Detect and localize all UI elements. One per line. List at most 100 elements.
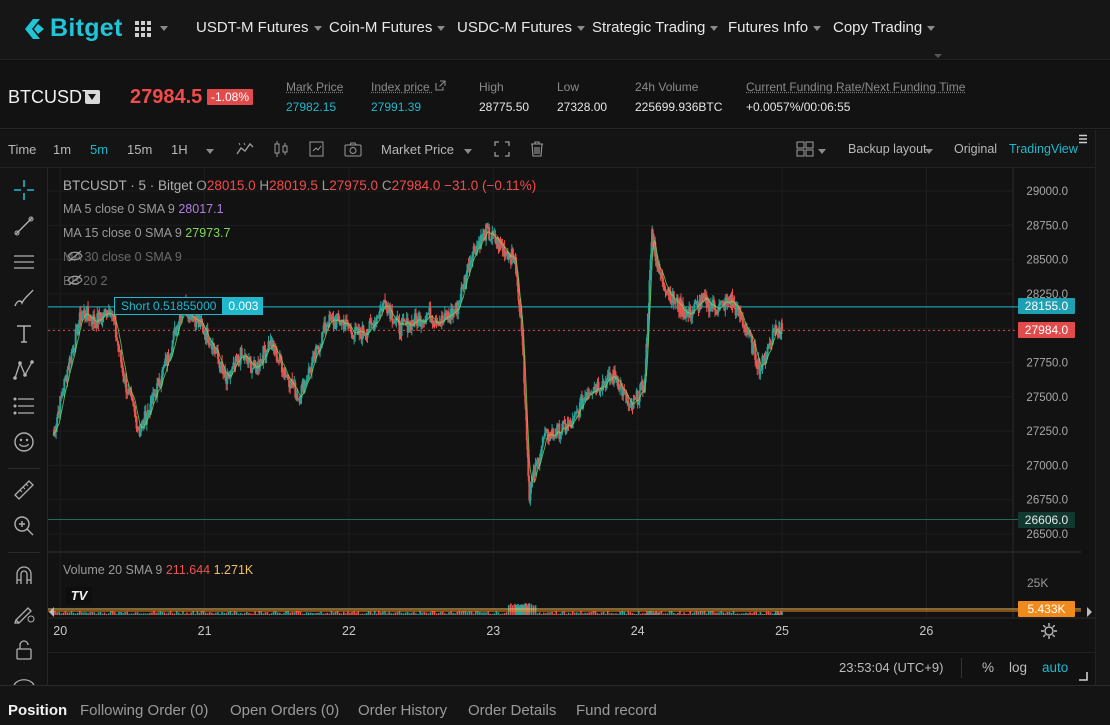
- chart-canvas[interactable]: 20 21 22 23 24 25 26 29000.0 28750.0 28500.0 28250…: [48, 168, 1095, 652]
- candle-body: [711, 299, 714, 308]
- horizontal-lines-icon[interactable]: [12, 250, 36, 274]
- volume-bar: [646, 611, 648, 615]
- tradingview-logo[interactable]: TV: [66, 587, 92, 605]
- tab-open-orders[interactable]: Open Orders (0): [230, 702, 340, 719]
- crosshair-icon[interactable]: [12, 178, 36, 202]
- volume-bar: [291, 612, 294, 615]
- magnet-icon[interactable]: [12, 564, 36, 588]
- brush-icon[interactable]: [12, 286, 36, 310]
- symbol-dropdown-icon[interactable]: [85, 90, 100, 104]
- tab-following-order[interactable]: Following Order (0): [80, 702, 209, 719]
- layout-grid-icon[interactable]: [796, 140, 814, 158]
- volume-bar: [268, 613, 271, 615]
- candle-body: [397, 316, 400, 321]
- nav-futures-info[interactable]: Futures Info: [728, 19, 822, 36]
- candle-body: [178, 314, 181, 323]
- ma5-legend[interactable]: MA 5 close 0 SMA 9 28017.1: [63, 202, 224, 216]
- ruler-icon[interactable]: [12, 478, 36, 502]
- candle-body: [161, 369, 164, 382]
- candle-body: [257, 362, 260, 369]
- chevron-down-icon[interactable]: [818, 149, 826, 154]
- lock-drawing-icon[interactable]: [12, 600, 36, 624]
- candle-body: [505, 251, 508, 254]
- trend-line-icon[interactable]: [12, 214, 36, 238]
- hidden-eye-icon[interactable]: [67, 274, 83, 286]
- bb-legend[interactable]: BB 20 2: [63, 274, 107, 288]
- camera-icon[interactable]: [344, 140, 362, 158]
- ma15-legend[interactable]: MA 15 close 0 SMA 9 27973.7: [63, 226, 230, 240]
- scroll-right-icon[interactable]: [1085, 606, 1093, 618]
- scale-percent-button[interactable]: %: [982, 660, 995, 675]
- app-grid-icon[interactable]: [134, 20, 152, 38]
- interval-1h[interactable]: 1H: [171, 142, 188, 157]
- interval-1m[interactable]: 1m: [53, 142, 72, 157]
- volume-bar: [171, 613, 174, 615]
- emoji-icon[interactable]: [12, 430, 36, 454]
- pattern-icon[interactable]: [12, 358, 36, 382]
- lock-icon[interactable]: [12, 638, 36, 662]
- tab-order-history[interactable]: Order History: [358, 702, 448, 719]
- nav-coin-m-futures[interactable]: Coin-M Futures: [329, 19, 446, 36]
- scale-log-button[interactable]: log: [1009, 660, 1028, 675]
- external-link-icon[interactable]: [435, 80, 446, 91]
- symbol-name[interactable]: BTCUSDT: [8, 87, 93, 107]
- candle-body: [54, 429, 57, 433]
- interval-5m[interactable]: 5m: [90, 142, 109, 157]
- candle-body: [527, 476, 530, 482]
- prediction-icon[interactable]: [12, 394, 36, 418]
- indicators-icon[interactable]: [236, 140, 254, 158]
- tab-order-details[interactable]: Order Details: [468, 702, 557, 719]
- candle-body: [240, 347, 243, 356]
- candle-body: [462, 284, 465, 290]
- resize-handle-icon[interactable]: [1078, 671, 1088, 681]
- trash-icon[interactable]: [528, 140, 546, 158]
- scale-auto-button[interactable]: auto: [1042, 660, 1069, 675]
- price-type-select[interactable]: Market Price: [381, 142, 454, 157]
- stat-label[interactable]: Mark Price: [286, 80, 344, 94]
- nav-strategic-trading[interactable]: Strategic Trading: [592, 19, 719, 36]
- nav-usdt-m-futures[interactable]: USDT-M Futures: [196, 19, 322, 36]
- text-tool-icon[interactable]: [12, 322, 36, 346]
- template-icon[interactable]: [308, 140, 326, 158]
- bitget-logo[interactable]: Bitget: [22, 14, 123, 43]
- eye-icon[interactable]: [12, 673, 36, 697]
- backup-layout-select[interactable]: Backup layout: [848, 142, 927, 156]
- nav-copy-trading[interactable]: Copy Trading: [833, 19, 936, 36]
- candle-body: [287, 375, 290, 380]
- top-nav: Bitget USDT-M Futures Coin-M Futures USD…: [0, 0, 1110, 60]
- candle-body: [646, 313, 649, 334]
- price-chart[interactable]: 20 21 22 23 24 25 26 29000.0 28750.0 28500.0 28250…: [48, 168, 1095, 685]
- short-order-qty[interactable]: 0.003: [223, 297, 264, 315]
- candle-body: [323, 322, 326, 332]
- chevron-down-icon[interactable]: [160, 26, 168, 31]
- interval-more-chevron-icon[interactable]: [206, 149, 214, 154]
- chevron-down-icon[interactable]: [925, 149, 933, 154]
- zoom-in-icon[interactable]: [12, 514, 36, 538]
- chart-settings-icon[interactable]: [1040, 622, 1058, 640]
- candle-body: [353, 335, 356, 339]
- candle-type-icon[interactable]: [272, 140, 290, 158]
- candle-body: [339, 324, 342, 326]
- stat-label[interactable]: Index price: [371, 80, 446, 94]
- scroll-left-icon[interactable]: [48, 606, 56, 618]
- view-original[interactable]: Original: [954, 142, 998, 156]
- volume-legend[interactable]: Volume 20 SMA 9 211.644 1.271K: [63, 563, 253, 577]
- ma30-legend[interactable]: MA 30 close 0 SMA 9: [63, 250, 182, 264]
- tab-position[interactable]: Position: [8, 702, 68, 719]
- view-tradingview[interactable]: TradingView: [1009, 142, 1078, 156]
- hidden-eye-icon[interactable]: [67, 250, 83, 262]
- chevron-down-icon[interactable]: [464, 149, 472, 154]
- candle-body: [302, 381, 305, 393]
- candle-body: [129, 390, 132, 393]
- short-order-line-label[interactable]: Short 0.51855000 0.003: [114, 297, 264, 315]
- nav-usdc-m-futures[interactable]: USDC-M Futures: [457, 19, 586, 36]
- fullscreen-icon[interactable]: [493, 140, 511, 158]
- volume-bar: [557, 613, 560, 615]
- interval-15m[interactable]: 15m: [127, 142, 153, 157]
- nav-item-label: USDT-M Futures: [196, 19, 309, 36]
- candle-body: [585, 396, 588, 399]
- stat-label[interactable]: Current Funding Rate/Next Funding Time: [746, 80, 966, 94]
- menu-icon[interactable]: [1078, 134, 1088, 144]
- tab-fund-record[interactable]: Fund record: [576, 702, 657, 719]
- volume-bar: [233, 611, 236, 615]
